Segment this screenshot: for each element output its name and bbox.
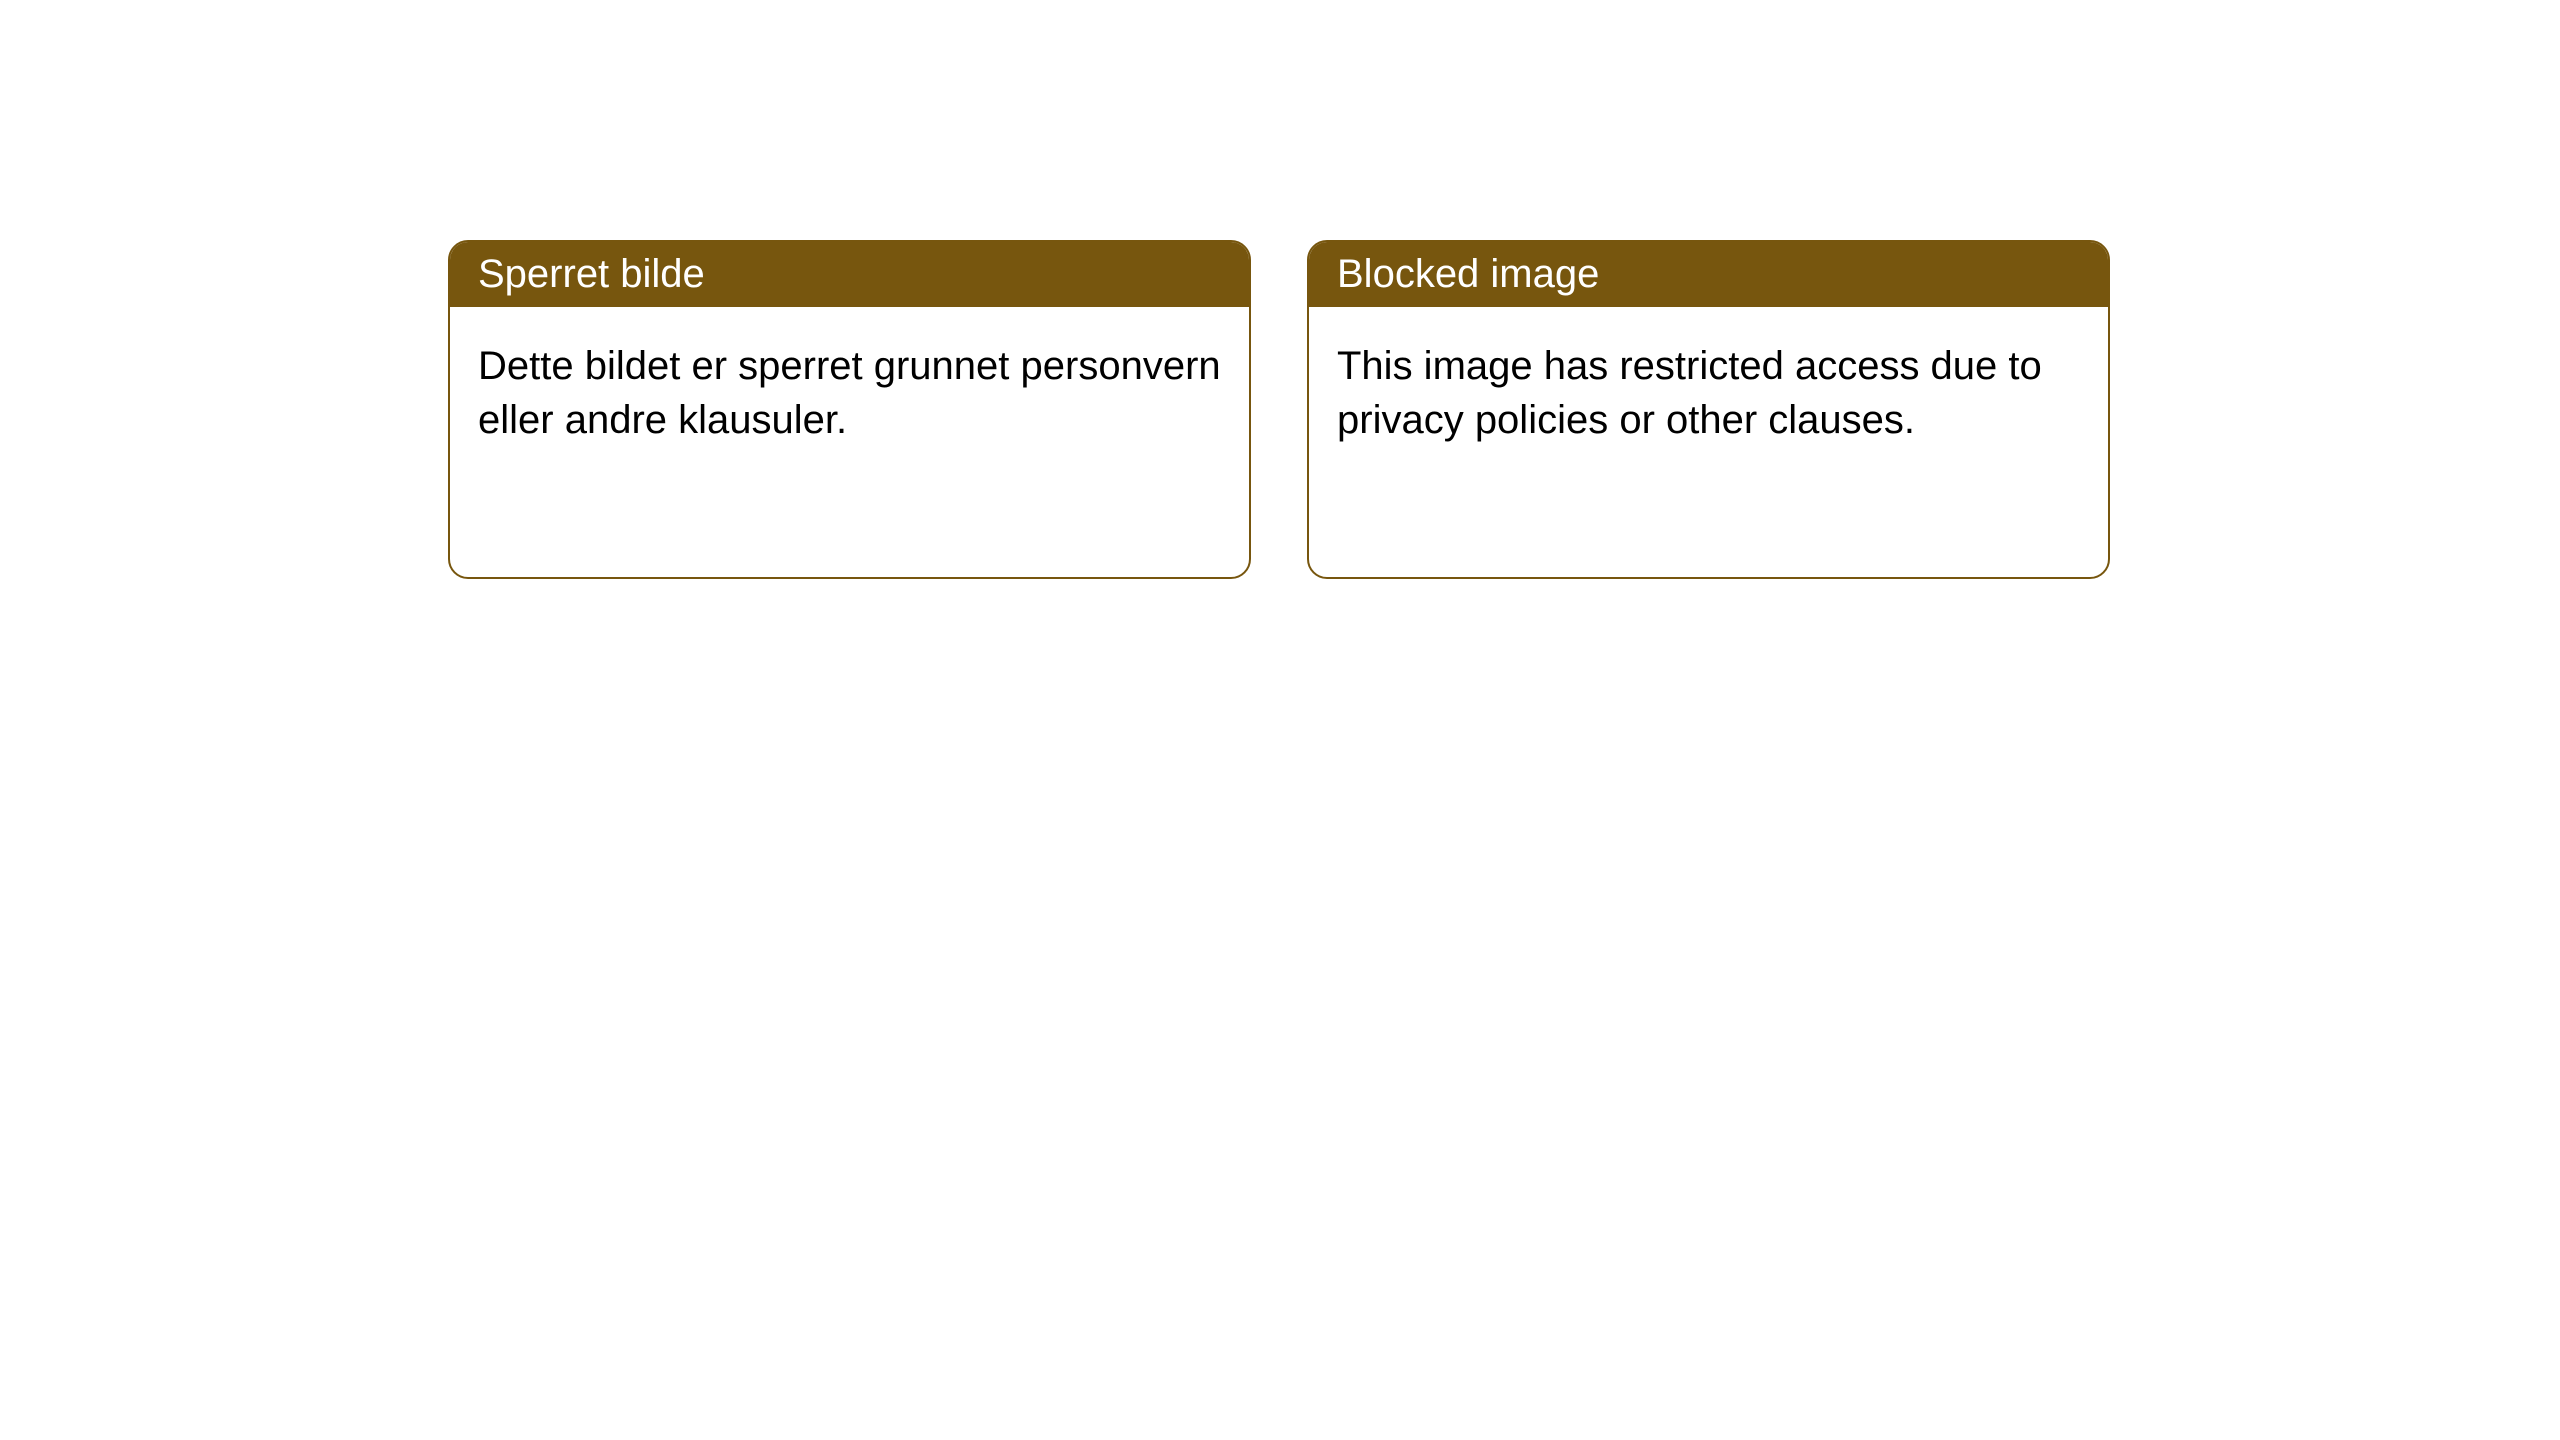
card-title: Sperret bilde <box>478 252 705 296</box>
blocked-image-card-en: Blocked image This image has restricted … <box>1307 240 2110 579</box>
blocked-image-card-no: Sperret bilde Dette bildet er sperret gr… <box>448 240 1251 579</box>
card-body: This image has restricted access due to … <box>1309 307 2108 577</box>
card-body-text: Dette bildet er sperret grunnet personve… <box>478 344 1221 442</box>
card-header: Sperret bilde <box>450 242 1249 307</box>
card-body: Dette bildet er sperret grunnet personve… <box>450 307 1249 577</box>
card-title: Blocked image <box>1337 252 1599 296</box>
card-body-text: This image has restricted access due to … <box>1337 344 2042 442</box>
cards-container: Sperret bilde Dette bildet er sperret gr… <box>448 240 2110 579</box>
card-header: Blocked image <box>1309 242 2108 307</box>
